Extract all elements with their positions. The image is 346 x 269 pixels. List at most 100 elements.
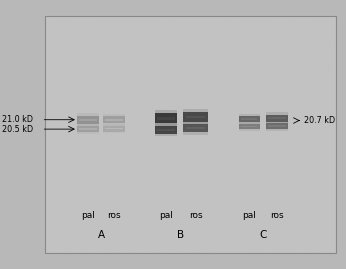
Point (112, 196, 118, 200)
Point (53, 54, 58, 58)
Point (196, 82, 201, 86)
Point (235, 65, 241, 70)
Point (79, 239, 84, 243)
Point (187, 79, 192, 84)
Point (118, 231, 124, 235)
Point (128, 57, 134, 61)
Point (62, 234, 67, 239)
Point (85, 195, 91, 199)
Point (57, 69, 62, 73)
Point (164, 24, 170, 28)
Point (125, 169, 130, 173)
Point (182, 73, 187, 77)
Point (145, 200, 150, 204)
Point (270, 97, 276, 101)
Point (50, 74, 55, 78)
Point (324, 160, 329, 164)
Point (190, 96, 195, 100)
Point (215, 208, 220, 213)
Point (157, 57, 162, 61)
Point (95, 66, 101, 70)
Point (287, 203, 292, 208)
Point (185, 31, 190, 36)
Point (49, 189, 55, 193)
Point (76, 15, 82, 19)
Point (211, 48, 217, 52)
Point (273, 151, 279, 155)
Point (290, 244, 296, 248)
Point (174, 182, 179, 187)
Point (81, 164, 86, 168)
Point (157, 247, 163, 251)
Point (267, 241, 273, 246)
Point (253, 182, 259, 186)
Point (68, 249, 73, 253)
Point (106, 84, 111, 88)
Point (150, 104, 156, 109)
Point (163, 213, 169, 217)
Point (54, 113, 59, 117)
Point (289, 108, 294, 112)
Point (193, 81, 199, 85)
Point (244, 245, 250, 249)
Point (47, 218, 53, 222)
Point (159, 105, 165, 110)
Point (193, 105, 199, 109)
Point (217, 206, 222, 210)
Point (185, 210, 190, 214)
Point (267, 226, 273, 231)
Point (305, 80, 310, 84)
Point (240, 187, 246, 192)
Point (296, 233, 301, 237)
Point (235, 26, 240, 30)
Point (170, 187, 175, 191)
Point (269, 127, 275, 131)
Point (98, 148, 103, 152)
Point (74, 207, 79, 211)
Point (142, 117, 147, 121)
Point (52, 230, 57, 235)
Point (47, 150, 53, 154)
Point (128, 116, 134, 120)
Point (302, 37, 307, 41)
Point (220, 98, 225, 102)
Point (140, 164, 146, 168)
Point (144, 152, 149, 157)
Point (71, 104, 77, 108)
Point (76, 190, 82, 194)
Point (198, 208, 203, 212)
Point (195, 120, 201, 125)
Point (328, 159, 334, 164)
Point (149, 52, 154, 57)
Point (220, 50, 225, 54)
Point (254, 45, 259, 49)
Point (310, 133, 316, 138)
Point (68, 93, 74, 97)
Point (330, 165, 335, 169)
Point (72, 61, 78, 65)
Point (260, 205, 266, 209)
Point (276, 111, 281, 115)
Point (206, 234, 212, 238)
Point (297, 124, 302, 129)
Point (245, 34, 250, 38)
Point (226, 214, 231, 218)
Point (102, 190, 108, 195)
Point (333, 153, 338, 157)
Point (309, 237, 315, 241)
Point (211, 152, 217, 156)
Point (137, 189, 143, 193)
Point (286, 192, 291, 196)
Point (240, 84, 246, 88)
Point (328, 146, 334, 150)
Point (314, 203, 320, 207)
Point (165, 33, 171, 37)
Point (124, 21, 129, 25)
FancyBboxPatch shape (77, 126, 100, 132)
Point (290, 175, 295, 180)
Point (115, 102, 120, 106)
Point (97, 215, 102, 220)
Point (283, 102, 289, 107)
Point (331, 150, 337, 154)
Point (270, 132, 275, 136)
